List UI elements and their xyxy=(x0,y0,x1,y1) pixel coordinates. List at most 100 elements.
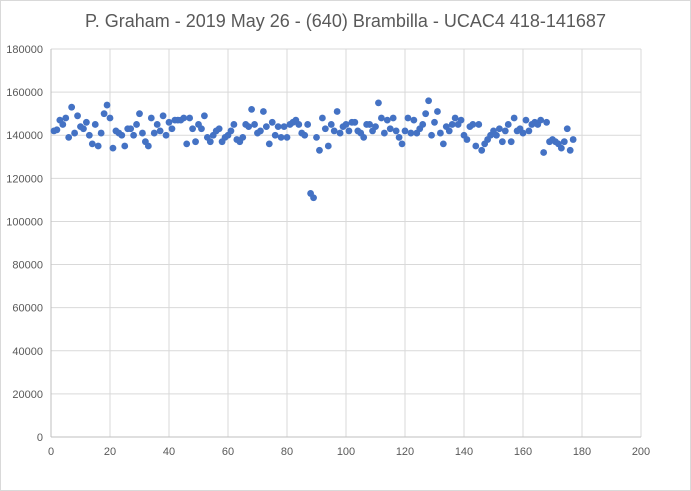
data-point xyxy=(159,112,167,120)
data-point xyxy=(472,142,480,150)
data-point xyxy=(389,114,397,122)
data-point xyxy=(560,138,568,146)
data-point xyxy=(265,140,273,148)
data-point xyxy=(295,121,303,128)
data-point xyxy=(301,131,309,139)
data-point xyxy=(401,127,409,135)
data-point xyxy=(428,131,435,139)
x-tick-label: 160 xyxy=(514,446,532,458)
data-point xyxy=(260,108,267,115)
data-point xyxy=(268,118,276,126)
data-point xyxy=(410,116,418,124)
data-point xyxy=(180,114,188,122)
data-point xyxy=(522,116,530,124)
data-point xyxy=(336,129,344,137)
data-point xyxy=(504,121,512,128)
y-tick-label: 40000 xyxy=(12,346,43,358)
data-point xyxy=(448,121,456,128)
data-point xyxy=(198,125,205,133)
data-point xyxy=(106,114,114,122)
data-point xyxy=(85,131,93,139)
data-point xyxy=(398,140,406,148)
data-point xyxy=(330,127,338,135)
y-tick-label: 100000 xyxy=(6,216,43,228)
data-point xyxy=(386,125,394,133)
x-tick-label: 180 xyxy=(573,446,591,458)
data-point xyxy=(71,129,78,137)
gridlines xyxy=(51,48,642,437)
data-point xyxy=(313,133,320,141)
data-point xyxy=(375,99,382,107)
y-tick-label: 180000 xyxy=(6,44,43,56)
data-point xyxy=(319,114,326,122)
data-point xyxy=(496,125,503,133)
x-tick-label: 100 xyxy=(337,446,355,458)
data-point xyxy=(165,118,173,126)
data-point xyxy=(189,125,197,133)
data-point xyxy=(162,131,170,139)
y-tick-label: 60000 xyxy=(12,303,43,315)
data-point xyxy=(230,121,238,128)
data-point xyxy=(100,110,108,118)
data-point xyxy=(566,146,574,154)
data-point xyxy=(437,129,444,137)
data-point xyxy=(130,131,138,139)
data-point xyxy=(543,118,550,126)
data-point xyxy=(304,121,312,128)
data-point xyxy=(150,129,158,137)
data-point xyxy=(91,121,99,128)
y-tick-label: 20000 xyxy=(12,389,43,401)
data-point xyxy=(118,131,126,139)
data-point xyxy=(419,121,427,128)
data-point xyxy=(80,125,87,133)
data-point xyxy=(245,123,253,130)
data-point xyxy=(53,126,61,134)
data-point xyxy=(457,116,465,124)
data-point xyxy=(316,146,323,154)
data-point xyxy=(251,121,258,128)
data-point xyxy=(351,118,359,126)
data-point xyxy=(422,110,430,118)
data-point xyxy=(133,121,140,128)
data-point xyxy=(127,125,135,133)
data-point xyxy=(475,121,483,128)
data-point xyxy=(283,133,291,141)
x-tick-label: 40 xyxy=(163,446,175,458)
data-point xyxy=(557,144,565,152)
data-point xyxy=(62,114,70,122)
data-point xyxy=(445,127,453,135)
data-point xyxy=(280,123,288,130)
data-point xyxy=(65,133,73,141)
data-points xyxy=(50,97,577,202)
data-point xyxy=(407,129,415,137)
data-point xyxy=(215,125,223,133)
data-point xyxy=(507,138,515,146)
data-point xyxy=(94,142,102,150)
data-point xyxy=(498,138,506,146)
data-point xyxy=(83,118,90,126)
x-tick-label: 200 xyxy=(632,446,650,458)
x-tick-label: 80 xyxy=(281,446,293,458)
data-point xyxy=(186,114,194,122)
data-point xyxy=(404,114,412,122)
chart-title: P. Graham - 2019 May 26 - (640) Brambill… xyxy=(85,11,606,31)
data-point xyxy=(168,125,176,133)
data-point xyxy=(463,136,471,143)
data-point xyxy=(333,108,341,115)
data-point xyxy=(378,114,385,122)
y-tick-label: 160000 xyxy=(6,87,43,99)
data-point xyxy=(451,114,459,122)
data-point xyxy=(310,194,317,202)
data-point xyxy=(395,133,403,141)
x-tick-label: 120 xyxy=(396,446,414,458)
data-point xyxy=(257,127,264,135)
data-point xyxy=(109,144,117,152)
x-tick-label: 60 xyxy=(222,446,234,458)
data-point xyxy=(327,121,335,128)
data-point xyxy=(88,140,96,148)
data-point xyxy=(136,110,143,118)
data-point xyxy=(201,112,208,120)
data-point xyxy=(383,116,391,124)
